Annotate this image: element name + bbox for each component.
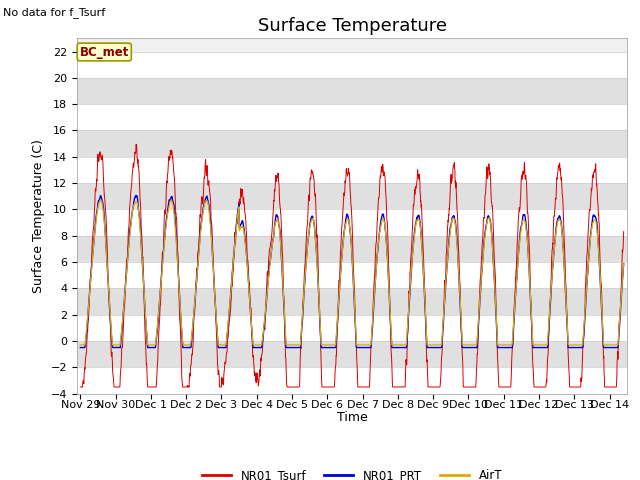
Bar — [77, 315, 627, 341]
Text: BC_met: BC_met — [79, 46, 129, 59]
Bar — [77, 262, 627, 288]
Bar — [77, 157, 627, 183]
Bar — [77, 236, 627, 262]
Legend: NR01_Tsurf, NR01_PRT, AirT: NR01_Tsurf, NR01_PRT, AirT — [197, 465, 507, 480]
Title: Surface Temperature: Surface Temperature — [257, 17, 447, 36]
Y-axis label: Surface Temperature (C): Surface Temperature (C) — [32, 139, 45, 293]
Text: No data for f_Tsurf: No data for f_Tsurf — [3, 7, 106, 18]
Bar — [77, 104, 627, 131]
Bar — [77, 209, 627, 236]
Bar — [77, 183, 627, 209]
Bar — [77, 367, 627, 394]
Bar — [77, 78, 627, 104]
X-axis label: Time: Time — [337, 411, 367, 424]
Bar — [77, 341, 627, 367]
Bar — [77, 51, 627, 78]
Bar — [77, 131, 627, 157]
Bar — [77, 288, 627, 315]
